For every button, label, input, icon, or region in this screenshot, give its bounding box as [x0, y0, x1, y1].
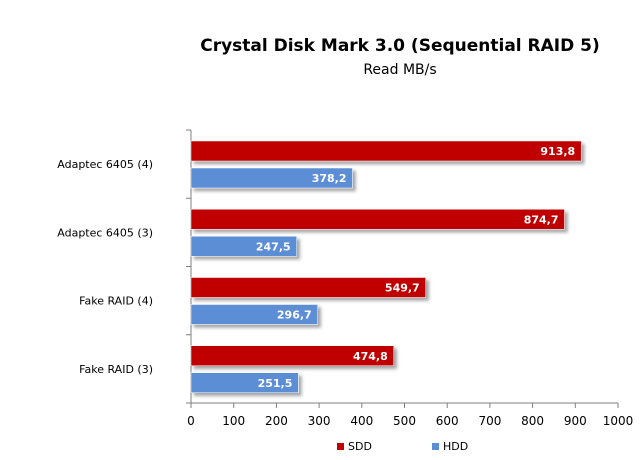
legend-swatch-sdd [337, 443, 344, 450]
legend-label-sdd: SDD [348, 440, 372, 453]
bar-value-label: 474,8 [353, 350, 388, 363]
legend-swatch-hdd [432, 443, 439, 450]
bar-hdd [190, 167, 353, 189]
chart-title: Crystal Disk Mark 3.0 (Sequential RAID 5… [200, 36, 600, 56]
x-tick-label: 600 [436, 414, 459, 428]
category-label: Fake RAID (3) [79, 363, 153, 376]
bar-value-label: 251,5 [258, 377, 293, 390]
bar-sdd [190, 345, 394, 366]
bar-sdd [190, 140, 582, 162]
category-label: Adaptec 6405 (4) [57, 158, 153, 171]
bar-value-label: 913,8 [540, 145, 575, 158]
x-tick-label: 700 [478, 414, 501, 428]
x-tick-label: 400 [350, 414, 373, 428]
bar-sdd [190, 277, 426, 298]
bar-value-label: 378,2 [312, 172, 347, 185]
bar-value-label: 549,7 [385, 282, 420, 295]
legend-label-hdd: HDD [443, 440, 468, 453]
x-tick-label: 800 [521, 414, 544, 428]
x-tick-label: 0 [187, 414, 195, 428]
bar-value-label: 247,5 [256, 240, 291, 253]
x-tick-label: 100 [222, 414, 245, 428]
bar-value-label: 296,7 [277, 309, 312, 322]
category-label: Adaptec 6405 (3) [57, 226, 153, 239]
bar-value-label: 874,7 [524, 213, 559, 226]
x-tick-label: 500 [393, 414, 416, 428]
x-tick-label: 1000 [603, 414, 634, 428]
x-tick-label: 300 [308, 414, 331, 428]
category-label: Fake RAID (4) [79, 295, 153, 308]
bar-hdd [190, 236, 297, 257]
bar-hdd [190, 304, 318, 325]
chart-subtitle: Read MB/s [363, 62, 437, 78]
x-tick-label: 900 [564, 414, 587, 428]
x-tick-label: 200 [265, 414, 288, 428]
bar-hdd [190, 372, 299, 393]
bar-sdd [190, 209, 565, 230]
